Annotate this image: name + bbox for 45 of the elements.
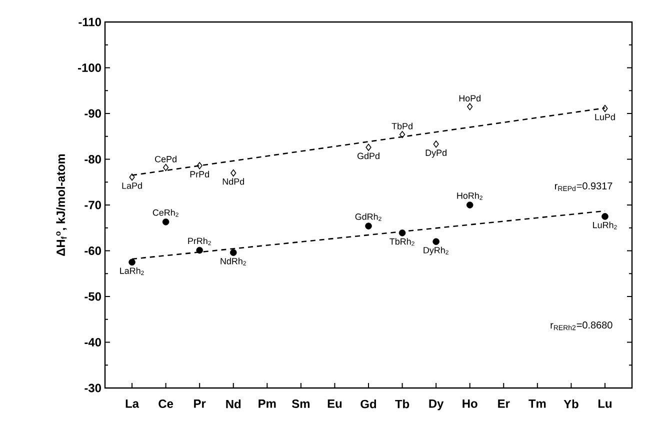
annotation: PrPd bbox=[190, 170, 209, 178]
annotation: TbRh$_{2}$ bbox=[390, 238, 414, 246]
y-tick-label: -100 bbox=[78, 64, 101, 72]
annotation: HoRh$_{2}$ bbox=[457, 192, 482, 200]
y-tick-label: -70 bbox=[84, 200, 101, 210]
annotation: HoPd bbox=[459, 94, 480, 102]
x-tick-label: Nd bbox=[226, 400, 241, 408]
x-tick-label: Ho bbox=[462, 400, 478, 408]
annotation: GdPd bbox=[357, 152, 380, 160]
annotation: NdPd bbox=[222, 178, 244, 185]
annotation: LaPd bbox=[122, 182, 142, 189]
y-tick-label: -30 bbox=[84, 384, 101, 392]
x-tick-label: Pr bbox=[194, 400, 206, 408]
annotation: TbPd bbox=[392, 122, 412, 130]
y-tick-label: -90 bbox=[84, 109, 101, 118]
annotation: r$_{REPd}$=0.9317 bbox=[555, 182, 612, 192]
y-tick-label: -60 bbox=[84, 246, 101, 255]
x-tick-label: Pm bbox=[258, 400, 276, 408]
annotation: LuPd bbox=[595, 114, 615, 120]
annotation: DyPd bbox=[426, 149, 446, 158]
x-tick-label: Eu bbox=[328, 400, 342, 408]
annotation: NdRh$_{2}$ bbox=[220, 258, 246, 266]
x-tick-label: Yb bbox=[564, 400, 578, 408]
annotation: GdRh$_{2}$ bbox=[355, 213, 382, 221]
annotation: DyRh$_{2}$ bbox=[424, 246, 448, 256]
annotation: CePd bbox=[155, 156, 176, 162]
y-tick-label: -110 bbox=[78, 18, 101, 26]
annotation: LuRh$_{2}$ bbox=[593, 222, 617, 230]
x-tick-label: Er bbox=[498, 400, 510, 408]
annotation: CeRh$_{2}$ bbox=[152, 209, 178, 217]
y-tick-label: -40 bbox=[84, 338, 101, 346]
y-tick-label: -80 bbox=[84, 155, 101, 164]
annotation: PrRh$_{2}$ bbox=[188, 238, 211, 246]
annotation: LaRh$_{2}$ bbox=[120, 267, 144, 275]
x-tick-label: Tm bbox=[528, 400, 546, 408]
x-tick-label: Lu bbox=[598, 400, 612, 408]
y-tick-label: -50 bbox=[84, 292, 101, 301]
x-tick-label: Ce bbox=[158, 400, 174, 408]
y-axis-title: ΔH$_{f}$$^{o}$, kJ/mol-atom bbox=[56, 154, 67, 256]
x-tick-label: La bbox=[126, 400, 140, 408]
annotation: r$_{RERh2}$=0.8680 bbox=[550, 322, 612, 330]
x-tick-label: Dy bbox=[429, 400, 444, 410]
x-tick-label: Tb bbox=[395, 400, 410, 408]
x-tick-label: Gd bbox=[360, 400, 376, 408]
x-tick-label: Sm bbox=[292, 400, 310, 408]
